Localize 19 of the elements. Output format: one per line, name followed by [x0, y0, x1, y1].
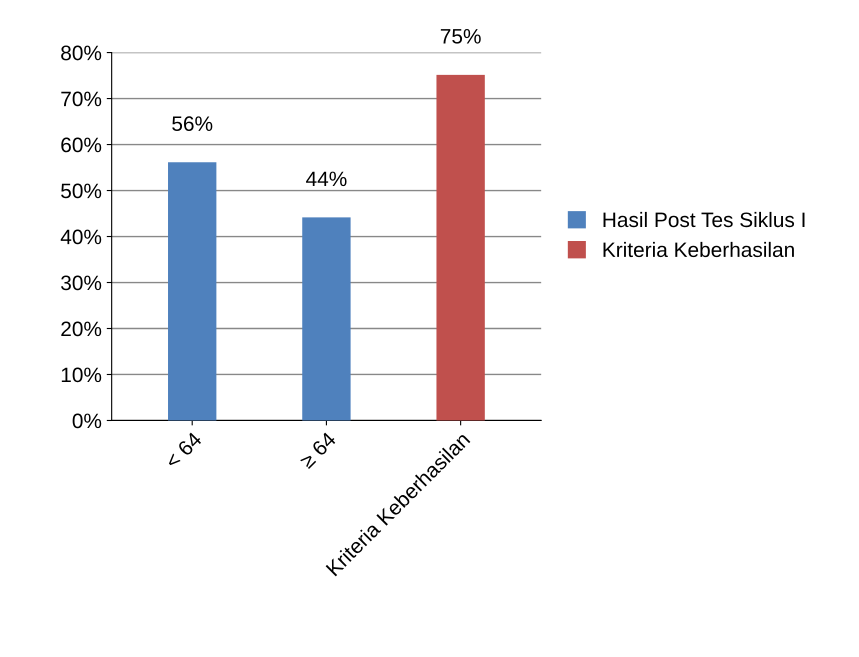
bar: [302, 217, 351, 420]
data-label: 56%: [172, 116, 212, 132]
y-tick-label: 60%: [61, 138, 102, 152]
legend-label: Hasil Post Tes Siklus I: [604, 212, 804, 228]
bar: [168, 162, 216, 420]
y-tick-label: 50%: [61, 184, 102, 198]
x-tick-label: ≥ 64: [298, 431, 337, 470]
x-tick-label: < 64: [164, 431, 203, 470]
y-tick-label: 70%: [61, 92, 102, 106]
data-label: 75%: [440, 29, 481, 44]
bar: [436, 74, 485, 420]
y-tick-label: 10%: [62, 367, 102, 382]
data-label: 44%: [306, 172, 347, 186]
y-tick-label: 0%: [72, 413, 102, 428]
y-tick-label: 40%: [60, 230, 102, 244]
legend-label: Kriteria Keberhasilan: [604, 242, 794, 258]
y-tick-label: 30%: [61, 276, 102, 290]
y-tick-label: 80%: [61, 46, 102, 60]
y-tick-label: 20%: [61, 322, 102, 336]
